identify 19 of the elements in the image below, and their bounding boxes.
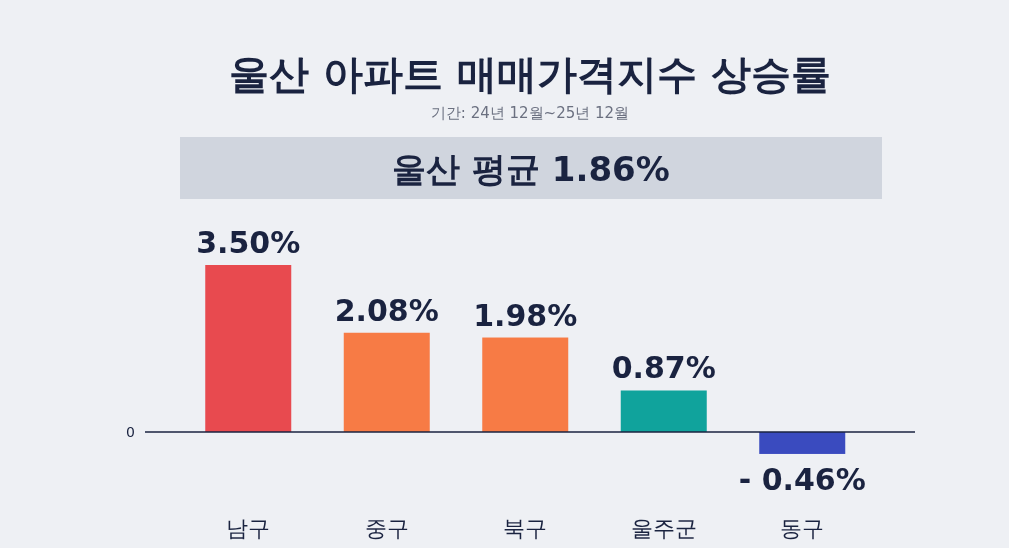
bar bbox=[205, 265, 292, 432]
chart-subtitle: 기간: 24년 12월~25년 12월 bbox=[430, 104, 630, 122]
data-label: 2.08% bbox=[334, 292, 439, 328]
x-tick-label: 남구 bbox=[226, 516, 271, 541]
bar bbox=[343, 332, 430, 432]
data-label: 0.87% bbox=[611, 350, 716, 386]
bar bbox=[482, 337, 569, 432]
data-label: 1.98% bbox=[473, 297, 578, 333]
text: 울산 평균 1.86% bbox=[392, 149, 670, 189]
bar bbox=[620, 390, 707, 432]
text: 0 bbox=[126, 424, 135, 440]
data-label: 3.50% bbox=[196, 225, 301, 260]
x-tick-label: 동구 bbox=[780, 516, 825, 541]
x-tick-label: 북구 bbox=[503, 516, 548, 541]
x-tick-label: 울주군 bbox=[630, 516, 697, 541]
x-tick-label: 중구 bbox=[364, 516, 409, 541]
chart-title: 울산 아파트 매매가격지수 상승률 bbox=[229, 51, 831, 97]
bar bbox=[759, 432, 846, 454]
data-label: - 0.46% bbox=[738, 461, 866, 497]
